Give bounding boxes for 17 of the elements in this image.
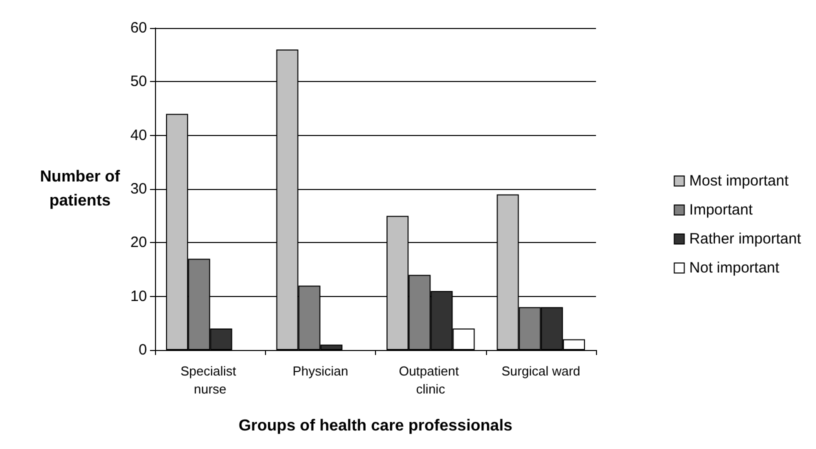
y-axis-title: Number of patients [40,168,121,210]
y-tick-label: 10 [130,288,147,305]
x-tick-label: Outpatient clinic [398,364,462,396]
y-tick-label: 30 [130,180,147,198]
legend-label: Most important [689,172,790,190]
legend-label: Not important [689,260,780,276]
x-axis-title: Groups of health care professionals [238,418,513,434]
x-tick-label: Physician [292,364,348,378]
legend-label: Important [689,202,754,218]
y-tick-label: 20 [130,234,147,252]
x-tick-label: Specialist nurse [180,364,240,396]
x-tick-label: Surgical ward [501,364,580,378]
y-tick-label: 0 [138,342,147,358]
y-tick-label: 60 [130,20,147,36]
legend-label: Rather important [689,230,802,248]
y-tick-label: 40 [130,126,147,144]
y-tick-label: 50 [130,73,147,90]
